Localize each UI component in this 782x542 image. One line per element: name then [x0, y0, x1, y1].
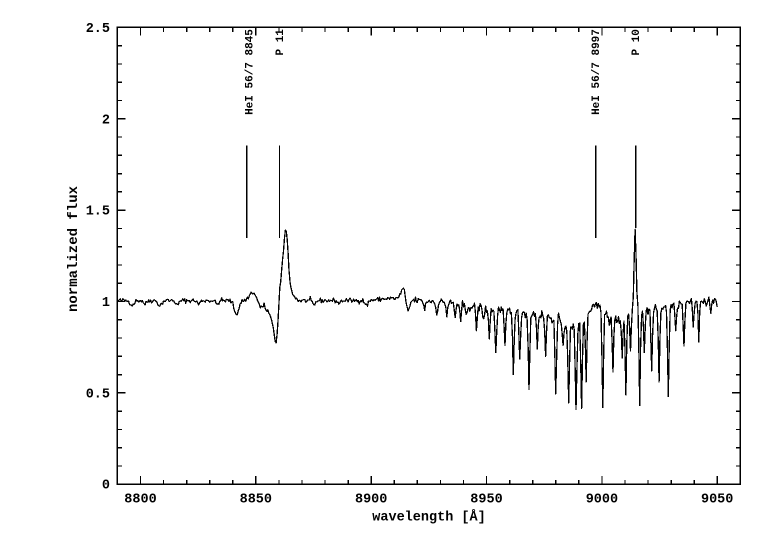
svg-text:8900: 8900 — [355, 493, 387, 508]
svg-text:0: 0 — [102, 479, 110, 494]
svg-text:1.5: 1.5 — [86, 205, 110, 220]
svg-text:8800: 8800 — [124, 493, 156, 508]
svg-text:1: 1 — [102, 296, 110, 311]
svg-text:HeI 56/7 8997: HeI 56/7 8997 — [591, 29, 603, 115]
svg-text:9050: 9050 — [701, 493, 733, 508]
svg-text:8950: 8950 — [470, 493, 502, 508]
svg-text:wavelength [Å]: wavelength [Å] — [372, 510, 485, 526]
svg-text:P 11: P 11 — [275, 29, 287, 56]
svg-text:P 10: P 10 — [631, 29, 643, 55]
svg-text:2.5: 2.5 — [86, 22, 110, 37]
svg-text:8850: 8850 — [240, 493, 272, 508]
svg-text:0.5: 0.5 — [86, 387, 110, 402]
svg-text:9000: 9000 — [586, 493, 618, 508]
svg-text:2: 2 — [102, 113, 110, 128]
svg-text:normalized flux: normalized flux — [66, 185, 82, 312]
svg-text:HeI 56/7 8845: HeI 56/7 8845 — [244, 29, 256, 115]
